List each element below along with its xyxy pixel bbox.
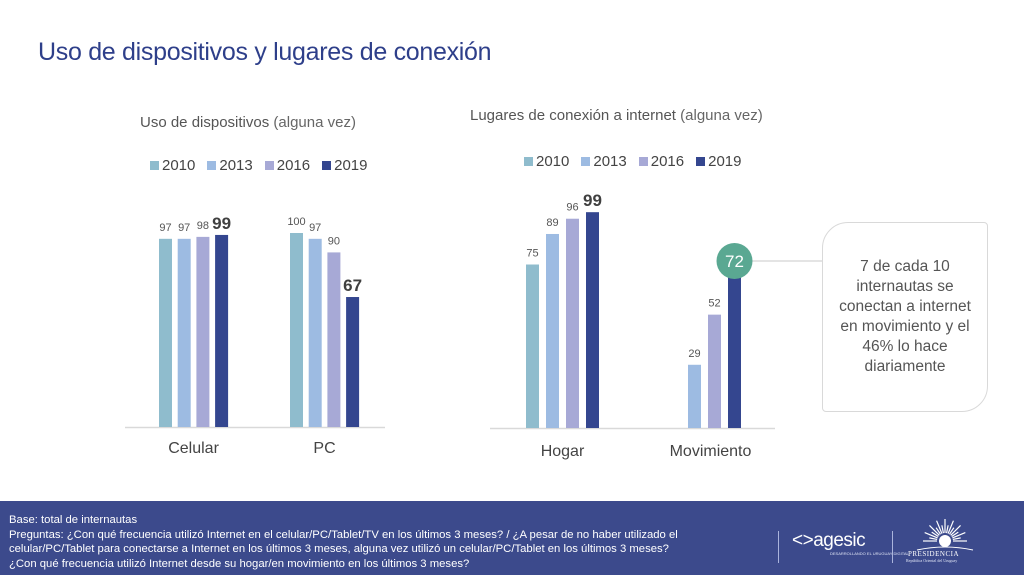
legend-label: 2013 bbox=[593, 153, 627, 170]
bar bbox=[728, 271, 741, 428]
category-label: Hogar bbox=[541, 443, 585, 460]
legend-label: 2019 bbox=[708, 153, 742, 170]
chart-title-sub: (alguna vez) bbox=[680, 107, 763, 124]
callout-line: 7 de cada 10 bbox=[860, 258, 950, 275]
chart-title-places: Lugares de conexión a internet (alguna v… bbox=[470, 107, 763, 124]
data-label: 89 bbox=[546, 217, 558, 229]
presidencia-logo-subtitle: República Oriental del Uruguay bbox=[906, 558, 958, 563]
data-label: 97 bbox=[309, 222, 321, 234]
data-label: 98 bbox=[197, 220, 209, 232]
legend-item: 2016 bbox=[638, 153, 685, 170]
data-label: 52 bbox=[708, 298, 720, 310]
presidencia-logo: PRESIDENCIA bbox=[908, 550, 960, 558]
legend-places: 2010 2013 2016 2019 bbox=[524, 153, 742, 170]
callout-text: 7 de cada 10 internautas se conectan a int… bbox=[839, 257, 971, 377]
bar bbox=[327, 252, 341, 427]
agesic-logo: <>agesic bbox=[792, 530, 866, 551]
bar bbox=[159, 238, 172, 427]
legend-devices: 2010 2013 2016 2019 bbox=[150, 157, 368, 174]
page-title: Uso de dispositivos y lugares de conexió… bbox=[38, 38, 492, 66]
data-label: 75 bbox=[526, 248, 538, 260]
legend-label: 2016 bbox=[650, 153, 685, 170]
footer: Base: total de internautas Preguntas: ¿Co… bbox=[0, 501, 1024, 575]
chart-title-main: Uso de dispositivos bbox=[140, 114, 270, 131]
bar bbox=[346, 297, 360, 427]
data-label: 67 bbox=[343, 276, 362, 295]
data-label: 99 bbox=[212, 214, 231, 233]
footer-line: Base: total de internautas bbox=[9, 514, 138, 526]
legend-swatch bbox=[207, 161, 217, 170]
data-label: 97 bbox=[159, 222, 171, 234]
legend-label: 2019 bbox=[334, 157, 368, 174]
legend-item: 2010 bbox=[150, 157, 195, 174]
callout-line: en movimiento y el bbox=[840, 318, 970, 335]
category-label: Celular bbox=[168, 440, 219, 457]
data-label: 100 bbox=[287, 216, 305, 228]
bar bbox=[215, 234, 229, 427]
bar bbox=[177, 238, 191, 427]
legend-item: 2013 bbox=[207, 157, 253, 174]
agesic-logo-subtitle: DESARROLLANDO EL URUGUAY DIGITAL bbox=[830, 551, 909, 556]
bar bbox=[308, 238, 322, 427]
legend-item: 2019 bbox=[696, 153, 742, 170]
legend-label: 2010 bbox=[162, 157, 196, 174]
legend-item: 2013 bbox=[581, 153, 627, 170]
data-label: 72 bbox=[725, 252, 744, 271]
legend-label: 2013 bbox=[219, 157, 253, 174]
category-label: PC bbox=[313, 440, 335, 457]
legend-swatch bbox=[696, 157, 706, 166]
legend-item: 2016 bbox=[264, 157, 311, 174]
legend-swatch bbox=[524, 157, 533, 166]
legend-swatch bbox=[638, 157, 648, 166]
bar bbox=[688, 364, 701, 428]
data-label: 96 bbox=[566, 202, 578, 214]
data-label: 99 bbox=[583, 191, 602, 210]
data-label: 97 bbox=[178, 222, 190, 234]
data-label: 90 bbox=[328, 235, 340, 247]
bar bbox=[546, 233, 559, 428]
footer-line: ¿Con qué frecuencia utilizó Internet des… bbox=[9, 557, 470, 570]
footer-line: Preguntas: ¿Con qué frecuencia utilizó I… bbox=[9, 528, 678, 541]
legend-label: 2010 bbox=[536, 153, 570, 170]
legend-item: 2010 bbox=[524, 153, 569, 170]
footer-line: celular/PC/Tablet para conectarse a Inte… bbox=[9, 543, 669, 555]
chart-title-main: Lugares de conexión a internet bbox=[470, 107, 676, 124]
footer-notes: Base: total de internautas Preguntas: ¿Co… bbox=[9, 513, 769, 571]
bar bbox=[196, 236, 210, 427]
highlight-marker bbox=[716, 243, 753, 280]
logo-divider bbox=[778, 531, 779, 563]
category-label: Movimiento bbox=[670, 443, 752, 460]
bar bbox=[566, 218, 579, 428]
legend-swatch bbox=[581, 157, 591, 166]
legend-item: 2019 bbox=[322, 157, 368, 174]
chart-title-sub: (alguna vez) bbox=[273, 114, 356, 131]
legend-swatch bbox=[322, 161, 332, 170]
callout-line: 46% lo hace bbox=[862, 338, 948, 355]
chart-title-devices: Uso de dispositivos (alguna vez) bbox=[140, 114, 356, 131]
callout-line: internautas se bbox=[856, 278, 954, 295]
bar bbox=[708, 314, 721, 428]
bar bbox=[290, 233, 303, 427]
sun-emblem-icon bbox=[916, 519, 974, 551]
legend-label: 2016 bbox=[276, 157, 311, 174]
legend-swatch bbox=[150, 161, 159, 170]
callout-line: diariamente bbox=[864, 358, 946, 375]
data-label: 29 bbox=[688, 348, 700, 360]
logo-divider bbox=[892, 531, 893, 563]
bar bbox=[586, 212, 599, 428]
callout-box: 7 de cada 10 internautas se conectan a int… bbox=[822, 222, 988, 412]
legend-swatch bbox=[264, 161, 274, 170]
bar bbox=[526, 264, 539, 428]
callout-line: conectan a internet bbox=[839, 298, 971, 315]
